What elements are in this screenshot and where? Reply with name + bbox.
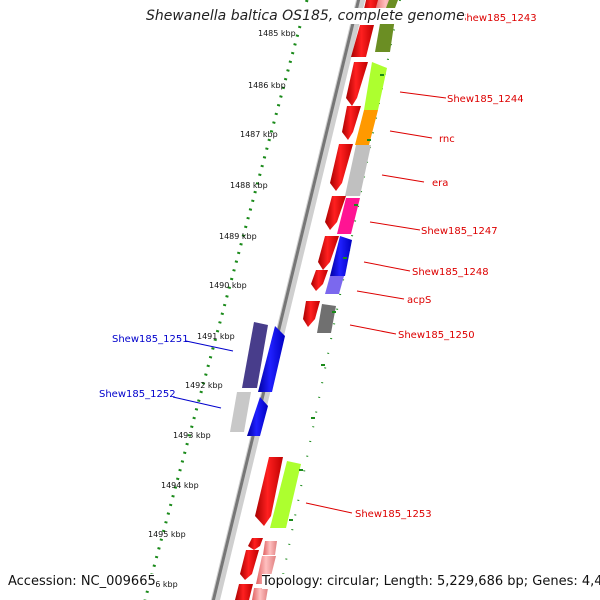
gene-arrow-1243b-fwd	[351, 25, 374, 57]
gene-arrow-1252-rev	[247, 397, 268, 436]
gene-arrow-1256-fwd	[235, 584, 253, 600]
gene-label: Shew185_1244	[447, 94, 524, 105]
block-1256	[252, 588, 268, 600]
block-acpS	[325, 276, 344, 294]
gene-label: Shew185_1252	[99, 389, 176, 400]
gene-arrow-1247-fwd	[325, 196, 346, 230]
gene-arrow-rnc-fwd	[342, 106, 361, 140]
scale-label: 1485 kbp	[258, 29, 296, 38]
scale-label: 1495 kbp	[148, 530, 186, 539]
forward-strand-genes	[235, 0, 381, 600]
block-1243-olive-tip	[386, 0, 398, 8]
block-rnc	[355, 110, 378, 145]
gene-label: acpS	[407, 295, 431, 306]
block-1254	[263, 541, 277, 555]
gene-arrow-era-fwd	[330, 144, 353, 191]
topology-text: Topology: circular; Length: 5,229,686 bp…	[262, 574, 600, 589]
gene-arrow-1253-fwd	[255, 457, 283, 526]
scale-label: 1487 kbp	[240, 130, 278, 139]
gene-arrow-1244-fwd	[346, 62, 368, 106]
accession-text: Accession: NC_009665	[8, 574, 156, 589]
gene-label: Shew185_1243	[460, 13, 537, 24]
gene-arrow-1250-fwd	[303, 301, 320, 327]
scale-labels: 1485 kbp 1486 kbp 1487 kbp 1488 kbp 1489…	[140, 29, 296, 589]
block-1247	[337, 198, 360, 234]
gene-label: rnc	[439, 134, 455, 145]
scale-label: 1489 kbp	[219, 232, 257, 241]
backbone	[210, 0, 366, 600]
gene-label: Shew185_1250	[398, 330, 475, 341]
block-1252	[230, 392, 251, 432]
gene-arrow-1254-fwd	[248, 538, 263, 550]
scale-label: 1494 kbp	[161, 481, 199, 490]
scale-line-right	[277, 0, 401, 600]
block-1253	[270, 461, 301, 528]
gene-labels: Shew185_1243 Shew185_1244 rnc era Shew18…	[99, 13, 537, 520]
gene-label: Shew185_1247	[421, 226, 498, 237]
gene-arrow-1251-rev	[258, 326, 285, 392]
scale-label: 1488 kbp	[230, 181, 268, 190]
gene-label: Shew185_1251	[112, 334, 189, 345]
scale-label: 1491 kbp	[197, 332, 235, 341]
gene-label: Shew185_1253	[355, 509, 432, 520]
gene-arrow-1255-fwd	[240, 550, 259, 580]
gene-arrow-acpS-fwd	[311, 270, 328, 291]
block-era	[345, 145, 371, 196]
label-leaders	[172, 16, 460, 514]
scale-label: 1492 kbp	[185, 381, 223, 390]
scale-label: 1496 kbp	[140, 580, 178, 589]
gene-label: Shew185_1248	[412, 267, 489, 278]
block-1248	[330, 236, 352, 276]
inner-strand-genes	[230, 322, 285, 436]
scale-label: 1486 kbp	[248, 81, 286, 90]
gene-label: era	[432, 178, 448, 189]
scale-label: 1493 kbp	[173, 431, 211, 440]
block-1255	[256, 556, 276, 584]
block-1250	[317, 304, 336, 333]
gene-arrow-1248-fwd	[318, 236, 339, 270]
block-1244	[364, 62, 387, 110]
block-1251	[242, 322, 268, 388]
category-blocks	[252, 0, 398, 600]
scale-label: 1490 kbp	[209, 281, 247, 290]
map-title: Shewanella baltica OS185, complete genom…	[146, 8, 465, 24]
block-1243-olive	[375, 18, 395, 52]
